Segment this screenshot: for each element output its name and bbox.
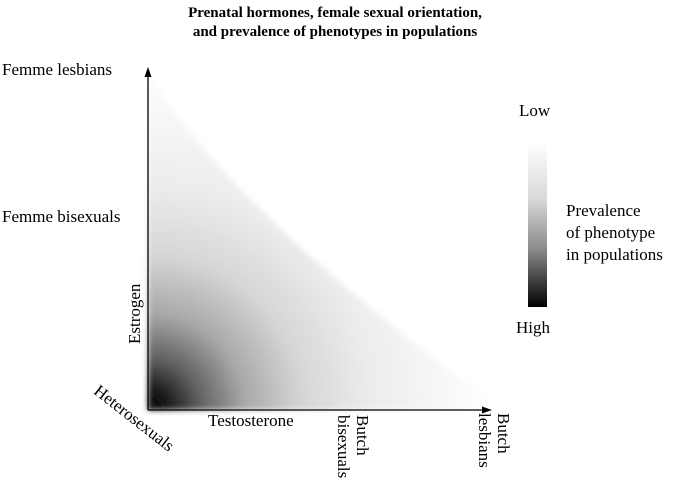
- prevalence-colorbar: [528, 142, 547, 307]
- diagram-title: Prenatal hormones, female sexual orienta…: [110, 4, 560, 42]
- prevalence-density-region: [148, 72, 490, 410]
- butch-lesbians-line-1: Butch: [494, 413, 513, 454]
- testosterone-axis-arrowhead: [482, 406, 492, 414]
- butch-bisexuals-line-2: bisexuals: [334, 415, 353, 479]
- colorbar-description: Prevalence of phenotype in populations: [566, 200, 663, 266]
- colorbar-low-label: Low: [519, 101, 551, 120]
- femme-lesbians-label: Femme lesbians: [2, 60, 113, 79]
- estrogen-axis-arrowhead: [144, 67, 152, 77]
- colorbar-description-line-2: of phenotype: [566, 223, 656, 242]
- butch-bisexuals-label: Butch bisexuals: [334, 415, 372, 478]
- butch-lesbians-label: Butch lesbians: [475, 413, 513, 468]
- estrogen-axis-label: Estrogen: [125, 283, 144, 344]
- butch-lesbians-line-2: lesbians: [475, 413, 494, 468]
- colorbar-description-line-3: in populations: [566, 245, 663, 264]
- butch-bisexuals-line-1: Butch: [353, 415, 372, 456]
- testosterone-axis-label: Testosterone: [208, 411, 294, 430]
- femme-bisexuals-label: Femme bisexuals: [2, 207, 121, 226]
- colorbar-high-label: High: [516, 318, 550, 337]
- colorbar-description-line-1: Prevalence: [566, 201, 641, 220]
- title-line-2: and prevalence of phenotypes in populati…: [192, 24, 478, 40]
- title-line-1: Prenatal hormones, female sexual orienta…: [188, 5, 482, 21]
